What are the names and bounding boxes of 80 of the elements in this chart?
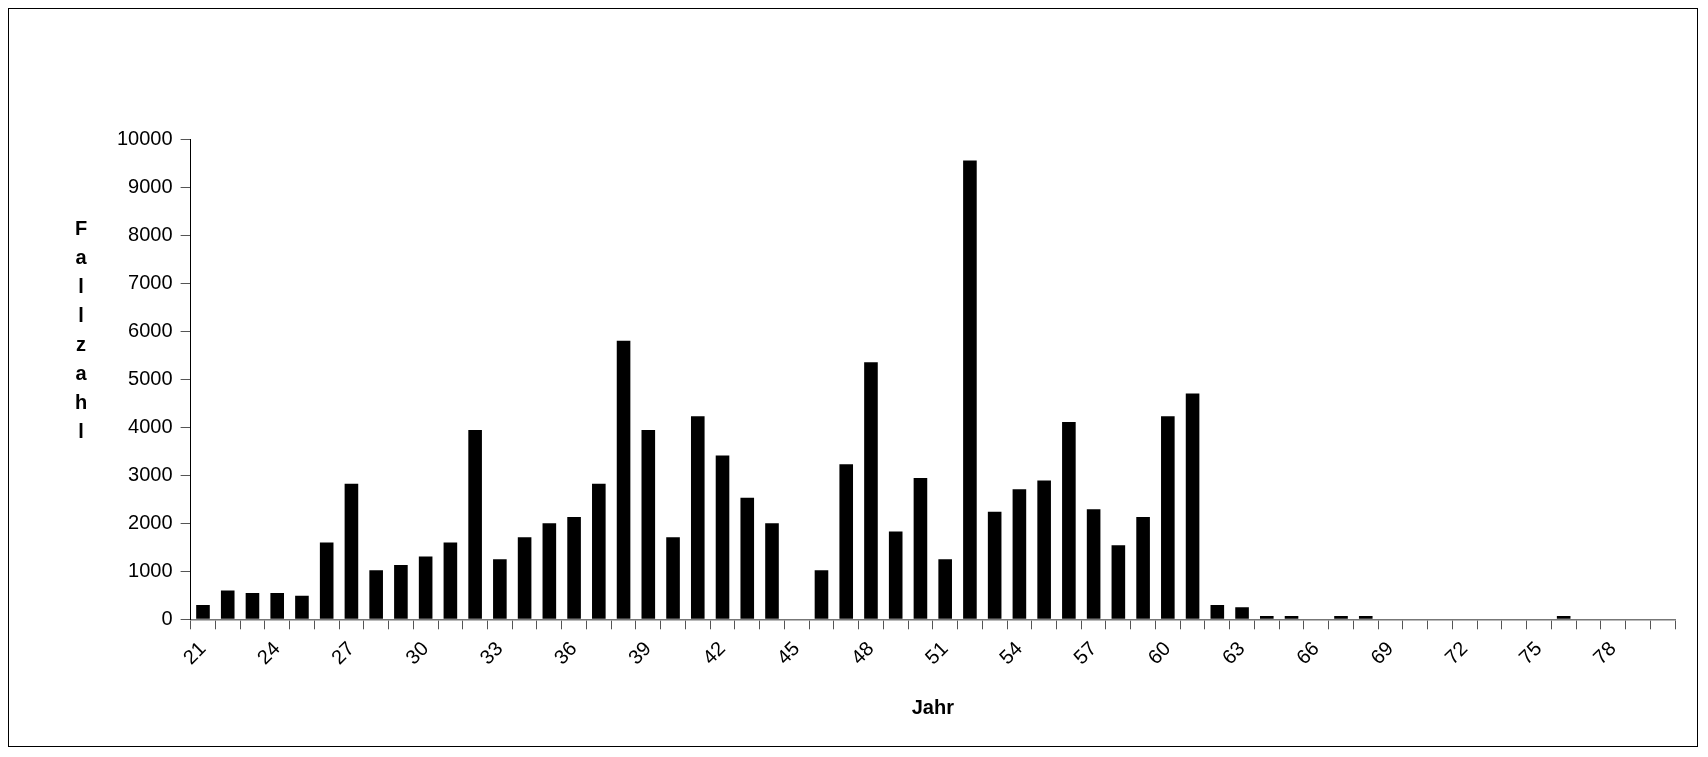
bar <box>1358 615 1373 619</box>
bar <box>839 464 854 619</box>
x-tick-label: 27 <box>326 636 359 669</box>
x-tick-label: 48 <box>846 636 878 669</box>
bar <box>344 483 359 619</box>
bar <box>616 340 631 619</box>
bar <box>592 483 606 619</box>
bar <box>493 559 507 619</box>
bar <box>963 160 977 619</box>
bar <box>641 430 656 619</box>
bar <box>715 455 730 619</box>
y-tick-label: 1000 <box>128 558 173 581</box>
bar <box>987 511 1002 619</box>
x-tick-label: 57 <box>1069 636 1101 669</box>
bar <box>1111 545 1126 619</box>
bar <box>765 523 779 619</box>
x-tick-label: 75 <box>1514 636 1546 669</box>
x-tick-label: 69 <box>1365 636 1398 669</box>
bar <box>814 570 829 619</box>
x-tick-label: 30 <box>401 636 433 669</box>
x-tick-label: 45 <box>772 636 804 669</box>
y-tick-label: 3000 <box>128 462 173 485</box>
y-tick-label: 4000 <box>128 414 173 437</box>
bar <box>740 497 755 619</box>
bar <box>1086 509 1101 619</box>
bar <box>567 517 581 619</box>
y-tick-label: 7000 <box>128 270 173 293</box>
bar <box>690 416 705 619</box>
x-tick-label: 66 <box>1291 636 1323 669</box>
bar <box>220 590 235 619</box>
bar <box>295 595 309 619</box>
x-tick-label: 36 <box>549 636 581 669</box>
bar <box>542 523 557 619</box>
bar <box>888 531 903 619</box>
x-tick-label: 42 <box>697 636 730 669</box>
y-axis-title: Fallzahl <box>69 217 92 449</box>
y-tick-label: 8000 <box>128 222 173 245</box>
bar <box>1012 489 1027 619</box>
bar <box>913 478 928 619</box>
x-tick-label: 78 <box>1588 636 1620 669</box>
bar <box>443 542 458 619</box>
bar <box>468 430 482 619</box>
bar <box>1556 615 1571 619</box>
x-tick-label: 60 <box>1143 636 1175 669</box>
x-tick-label: 72 <box>1440 636 1472 669</box>
x-tick-label: 51 <box>920 636 952 669</box>
bar <box>394 565 408 619</box>
y-tick-label: 0 <box>161 606 173 629</box>
bar <box>864 362 878 619</box>
y-tick-label: 5000 <box>128 366 173 389</box>
x-tick-label: 24 <box>252 636 284 669</box>
bar <box>319 542 334 619</box>
bar <box>666 537 680 619</box>
bar <box>1259 615 1274 619</box>
bar <box>1136 517 1150 619</box>
x-tick-label: 39 <box>623 636 656 669</box>
bar <box>418 556 433 619</box>
bar <box>1235 607 1249 619</box>
bar <box>1284 615 1299 619</box>
y-tick-label: 10000 <box>116 126 173 149</box>
y-tick-label: 6000 <box>128 318 173 341</box>
bar <box>1161 416 1175 619</box>
bar <box>1210 604 1225 619</box>
bar <box>1334 615 1348 619</box>
x-axis-title: Jahr <box>911 695 955 718</box>
bar <box>938 559 952 619</box>
x-tick-label: 63 <box>1217 636 1249 669</box>
bar <box>369 570 383 619</box>
bar <box>1185 393 1200 619</box>
bar <box>517 537 532 619</box>
bar <box>1037 480 1051 619</box>
y-tick-label: 2000 <box>128 510 173 533</box>
x-tick-label: 21 <box>178 636 210 669</box>
bar <box>196 604 210 619</box>
x-tick-label: 33 <box>475 636 507 669</box>
bar <box>1062 421 1076 619</box>
bar <box>270 592 285 619</box>
x-tick-label: 54 <box>994 636 1027 669</box>
bar <box>245 592 260 619</box>
y-tick-label: 9000 <box>128 174 173 197</box>
